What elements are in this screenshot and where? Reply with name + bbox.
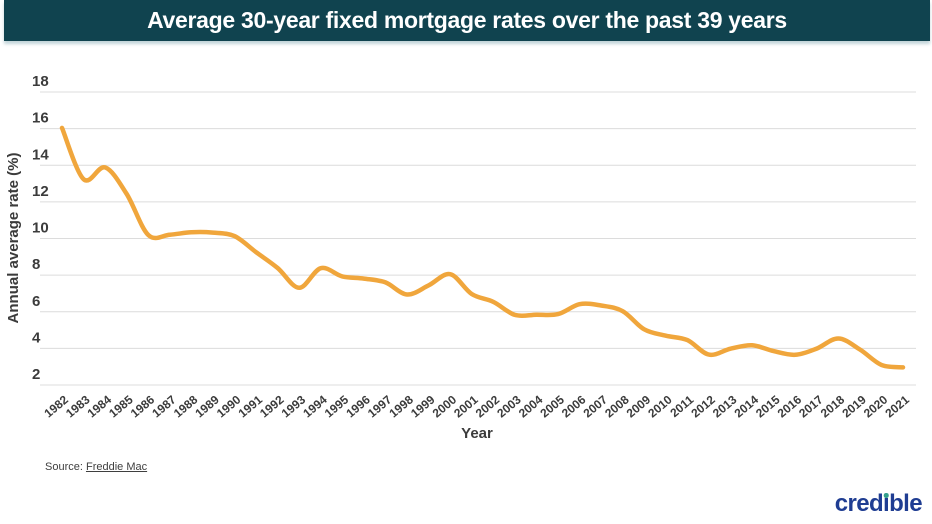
y-tick-label: 14	[32, 146, 49, 163]
y-tick-label: 6	[32, 293, 40, 310]
chart-title: Average 30-year fixed mortgage rates ove…	[147, 7, 787, 33]
y-tick-label: 10	[32, 220, 49, 237]
y-tick-label: 2	[32, 366, 40, 383]
source-label: Source:	[45, 461, 86, 473]
y-tick-label: 8	[32, 256, 40, 273]
x-axis-title: Year	[461, 425, 493, 442]
y-axis-title: Annual average rate (%)	[5, 153, 22, 324]
chart-title-bar: Average 30-year fixed mortgage rates ove…	[4, 0, 930, 41]
logo-i: ı	[883, 490, 890, 517]
y-tick-label: 16	[32, 110, 49, 127]
credible-logo: credı ble	[834, 490, 923, 517]
logo-i-dot	[883, 493, 889, 498]
rate-line	[59, 125, 906, 370]
y-tick-label: 4	[32, 329, 41, 346]
x-tick-label: 2021	[882, 392, 912, 420]
y-tick-label: 18	[32, 73, 49, 90]
logo-text: ble	[889, 490, 922, 517]
source-note: Source: Freddie Mac	[45, 461, 147, 473]
y-tick-label: 12	[32, 183, 49, 200]
logo-text: cred	[834, 490, 884, 517]
source-link[interactable]: Freddie Mac	[85, 461, 148, 473]
